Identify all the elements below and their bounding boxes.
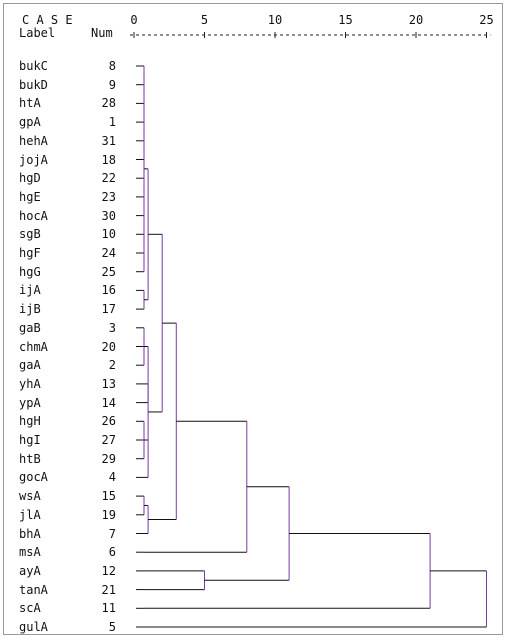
case-label: htB	[19, 451, 41, 466]
case-label: gocA	[19, 470, 48, 485]
case-label: yhA	[19, 376, 41, 391]
case-label: bukD	[19, 77, 48, 92]
case-number: 3	[108, 320, 116, 335]
dendrogram-panel	[3, 3, 503, 635]
case-number: 6	[108, 545, 116, 560]
case-number: 23	[101, 189, 116, 204]
case-number: 18	[101, 152, 116, 167]
axis-tick-label: 0	[130, 13, 138, 27]
case-label: ijA	[19, 283, 41, 298]
case-number: 9	[108, 77, 116, 92]
case-label: hgG	[19, 264, 41, 279]
case-label: gulA	[19, 620, 48, 634]
case-number: 20	[101, 339, 116, 354]
case-number: 1	[108, 115, 116, 130]
axis-tick-label: 5	[200, 13, 209, 27]
case-number: 22	[101, 171, 116, 186]
case-label: hgD	[19, 171, 41, 186]
case-number: 19	[101, 507, 116, 522]
case-label: wsA	[19, 489, 41, 504]
case-number: 26	[101, 414, 116, 429]
case-number: 31	[101, 133, 116, 148]
case-label: scA	[19, 601, 41, 616]
case-number: 14	[101, 395, 116, 410]
case-header: C A S E	[22, 13, 73, 27]
case-label: htA	[19, 96, 41, 111]
case-label: gaB	[19, 320, 41, 335]
case-label: ypA	[19, 395, 41, 410]
case-label: tanA	[19, 582, 48, 597]
axis-tick-label: 15	[338, 13, 353, 27]
case-label: chmA	[19, 339, 48, 354]
case-number: 25	[101, 264, 116, 279]
case-number: 11	[101, 601, 116, 616]
case-label: gaA	[19, 358, 41, 373]
case-number: 7	[108, 526, 116, 541]
case-number: 28	[101, 96, 116, 111]
axis-tick-label: 10	[267, 13, 283, 27]
case-label: gpA	[19, 115, 41, 130]
case-label: hgF	[19, 246, 41, 260]
case-label: hgI	[19, 433, 41, 447]
case-label: hgE	[19, 189, 41, 204]
axis-tick-label: 20	[408, 13, 424, 27]
label-column-header: Label	[19, 26, 56, 40]
case-label: ijB	[19, 302, 41, 317]
num-column-header: Num	[91, 26, 113, 40]
case-number: 17	[101, 302, 116, 317]
case-label: hgH	[19, 414, 41, 429]
case-number: 29	[101, 451, 116, 466]
case-number: 8	[108, 59, 116, 73]
case-label: sgB	[19, 227, 41, 242]
case-label: jlA	[19, 507, 41, 522]
case-label: msA	[19, 545, 41, 560]
case-label: hocA	[19, 208, 48, 223]
case-label: bhA	[19, 526, 41, 541]
case-number: 30	[101, 208, 116, 223]
case-label: jojA	[19, 152, 48, 167]
case-label: hehA	[19, 133, 48, 148]
case-number: 12	[101, 563, 116, 578]
case-number: 16	[101, 283, 116, 298]
case-number: 5	[108, 620, 116, 634]
case-number: 13	[101, 376, 116, 391]
case-label: ayA	[19, 563, 41, 578]
axis-tick-label: 25	[479, 13, 494, 27]
case-number: 24	[101, 246, 116, 260]
case-number: 15	[101, 489, 116, 504]
case-label: bukC	[19, 59, 48, 73]
case-number: 4	[108, 470, 116, 485]
case-number: 2	[108, 358, 116, 373]
case-number: 10	[101, 227, 116, 242]
case-number: 27	[101, 433, 116, 447]
case-number: 21	[101, 582, 116, 597]
